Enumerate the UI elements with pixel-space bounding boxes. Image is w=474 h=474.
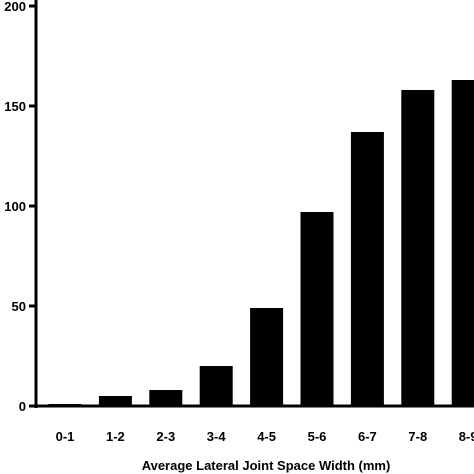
y-axis: 0 50 100 150 200 (4, 0, 38, 414)
y-tick-label: 150 (4, 99, 26, 114)
y-tick-label: 200 (4, 0, 26, 14)
bars (48, 80, 474, 406)
bar-8-9 (451, 80, 474, 406)
bar-0-1 (48, 404, 82, 406)
bar-1-2 (98, 396, 132, 406)
x-tick-label: 5-6 (308, 429, 327, 444)
y-tick-label: 100 (4, 199, 26, 214)
y-tick-label: 0 (19, 399, 26, 414)
x-tick-label: 6-7 (358, 429, 377, 444)
x-tick-labels: 0-1 1-2 2-3 3-4 4-5 5-6 6-7 7-8 8-9 (56, 429, 474, 444)
bar-4-5 (250, 308, 284, 406)
x-tick-label: 2-3 (156, 429, 175, 444)
bar-6-7 (350, 132, 384, 406)
x-tick-label: 4-5 (257, 429, 276, 444)
x-tick-label: 1-2 (106, 429, 125, 444)
x-tick-label: 8-9 (459, 429, 474, 444)
x-axis-label: Average Lateral Joint Space Width (mm) (142, 458, 391, 473)
bar-5-6 (300, 212, 334, 406)
x-tick-label: 0-1 (56, 429, 75, 444)
bar-3-4 (199, 366, 233, 406)
bar-7-8 (401, 90, 435, 406)
x-tick-label: 3-4 (207, 429, 227, 444)
x-tick-label: 7-8 (408, 429, 427, 444)
bar-2-3 (149, 390, 183, 406)
y-tick-label: 50 (12, 299, 26, 314)
